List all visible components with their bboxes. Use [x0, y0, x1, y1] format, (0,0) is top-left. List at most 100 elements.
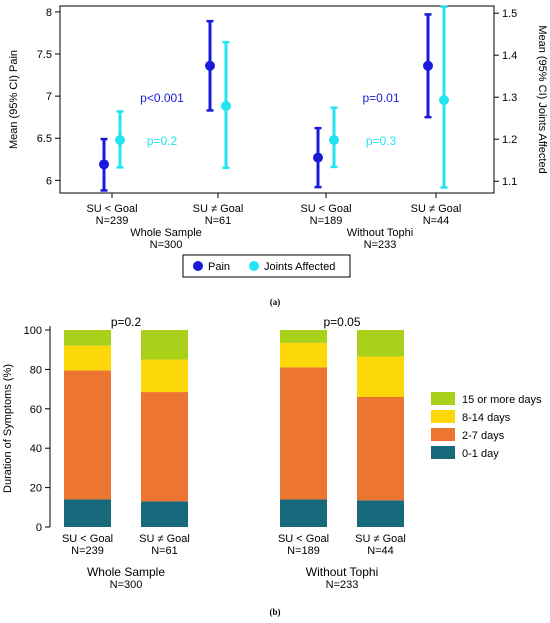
group-label: Without Tophi — [306, 565, 379, 579]
bar-segment — [64, 330, 111, 346]
x-tick-n: N=189 — [310, 215, 343, 227]
legend-label: 15 or more days — [462, 394, 542, 406]
mean-point — [205, 60, 215, 71]
legend-swatch — [431, 446, 455, 459]
mean-point — [115, 135, 125, 146]
bar-segment — [64, 370, 111, 500]
y-tick-label: 60 — [30, 404, 42, 416]
legend-label: 2-7 days — [462, 430, 505, 442]
y-tick-label: 8 — [46, 7, 52, 19]
legend-swatch — [431, 392, 455, 405]
y-axis-title: Mean (95% CI) Pain — [8, 50, 20, 149]
panel-b-caption: (b) — [270, 607, 281, 617]
y2-tick-label: 1.1 — [502, 176, 517, 188]
legend-label: Pain — [208, 261, 230, 273]
mean-point — [313, 152, 323, 163]
legend-label: 0-1 day — [462, 448, 499, 460]
y-tick-label: 100 — [24, 325, 42, 337]
bar-segment — [64, 345, 111, 371]
panel-b-axes: 0 20 40 60 80 100 Duration of Symptoms (%) — [2, 325, 51, 534]
x-tick-n: N=189 — [287, 545, 320, 557]
group-label: Without Tophi — [347, 227, 413, 239]
bar-segment — [280, 342, 327, 368]
mean-point — [439, 95, 449, 106]
y-tick-label: 6.5 — [37, 133, 52, 145]
y-tick-label: 40 — [30, 443, 42, 455]
bar-segment — [357, 500, 404, 527]
bar-segment — [141, 392, 188, 502]
panel-a-errorbar-chart: 6 6.5 7 7.5 8 1.1 1.2 1.3 1.4 1.5 Mean (95% CI) Pa… — [8, 5, 548, 278]
legend-label: 8-14 days — [462, 412, 511, 424]
x-tick-label: SU ≠ Goal — [411, 203, 462, 215]
x-tick-label: SU ≠ Goal — [355, 533, 406, 545]
panel-b-legend: 15 or more days 8-14 days 2-7 days 0-1 day — [431, 392, 542, 460]
y2-tick-label: 1.3 — [502, 92, 517, 104]
group-label: Whole Sample — [130, 227, 202, 239]
bar-segment — [280, 330, 327, 343]
legend-box — [182, 254, 351, 278]
legend-swatch — [431, 428, 455, 441]
x-tick-n: N=44 — [423, 215, 450, 227]
x-tick-n: N=61 — [151, 545, 178, 557]
y-tick-label: 6 — [46, 175, 52, 187]
y-tick-label: 7.5 — [37, 49, 52, 61]
x-tick-n: N=239 — [96, 215, 129, 227]
x-tick-n: N=44 — [367, 545, 394, 557]
bar-segment — [357, 330, 404, 357]
group-label: Whole Sample — [87, 565, 165, 579]
legend-label: Joints Affected — [264, 261, 335, 273]
bar-segment — [280, 367, 327, 500]
x-tick-label: SU < Goal — [278, 533, 329, 545]
x-tick-label: SU < Goal — [300, 203, 351, 215]
y-tick-label: 0 — [36, 522, 42, 534]
mean-point — [99, 159, 109, 170]
y-tick-label: 20 — [30, 483, 42, 495]
x-tick-n: N=239 — [71, 545, 104, 557]
legend-swatch — [431, 410, 455, 423]
legend-swatch — [193, 261, 203, 271]
bar-segment — [64, 499, 111, 527]
panel-b-marks — [64, 330, 404, 527]
group-n: N=233 — [326, 579, 359, 591]
bar-segment — [357, 356, 404, 397]
group-n: N=233 — [364, 239, 397, 251]
panel-a-legend: Pain Joints Affected — [182, 254, 351, 278]
mean-point — [329, 135, 339, 146]
x-tick-label: SU ≠ Goal — [139, 533, 190, 545]
y2-tick-label: 1.4 — [502, 50, 517, 62]
y-tick-label: 80 — [30, 364, 42, 376]
bar-segment — [141, 330, 188, 360]
y-tick-label: 7 — [46, 91, 52, 103]
p-value-annotation: p=0.2 — [111, 315, 142, 329]
panel-a-caption: (a) — [270, 297, 281, 307]
legend-swatch — [249, 261, 259, 271]
bar-segment — [141, 359, 188, 393]
y-axis-title: Duration of Symptoms (%) — [2, 364, 14, 493]
x-tick-label: SU < Goal — [62, 533, 113, 545]
bar-segment — [357, 396, 404, 501]
p-value-annotation: p=0.2 — [147, 134, 178, 148]
mean-point — [423, 60, 433, 71]
y2-axis-title: Mean (95% CI) Joints Affected — [536, 25, 548, 173]
y2-tick-label: 1.5 — [502, 8, 517, 20]
x-tick-label: SU ≠ Goal — [193, 203, 244, 215]
panel-b-stacked-bar-chart: 0 20 40 60 80 100 Duration of Symptoms (%) SU … — [2, 315, 542, 591]
x-tick-n: N=61 — [205, 215, 232, 227]
y2-tick-label: 1.2 — [502, 134, 517, 146]
mean-point — [221, 101, 231, 112]
panel-a-marks — [99, 5, 449, 192]
x-tick-label: SU < Goal — [86, 203, 137, 215]
bar-segment — [280, 499, 327, 527]
p-value-annotation: p=0.05 — [323, 315, 360, 329]
bar-segment — [141, 501, 188, 527]
p-value-annotation: p=0.01 — [362, 91, 399, 105]
group-n: N=300 — [110, 579, 143, 591]
panel-a-axes: 6 6.5 7 7.5 8 1.1 1.2 1.3 1.4 1.5 Mean (95% CI) Pa… — [8, 5, 548, 198]
p-value-annotation: p=0.3 — [366, 134, 397, 148]
group-n: N=300 — [150, 239, 183, 251]
p-value-annotation: p<0.001 — [140, 91, 184, 105]
panel-a-frame — [59, 5, 495, 194]
